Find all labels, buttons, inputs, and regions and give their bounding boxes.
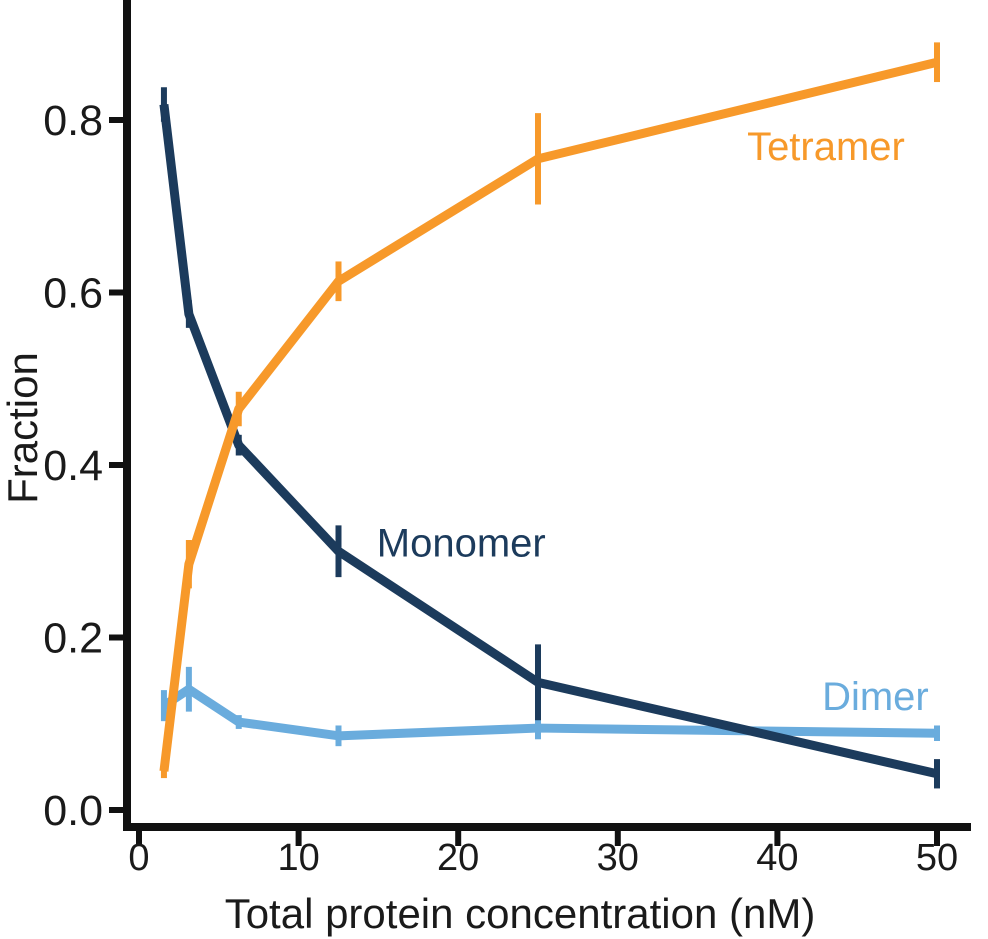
series-line-tetramer (159, 57, 939, 772)
x-tick-label: 40 (756, 837, 798, 879)
y-tick-label: 0.4 (43, 442, 103, 490)
x-tick-label: 50 (916, 837, 958, 879)
x-tick-label: 0 (128, 837, 149, 879)
y-tick-label: 0.2 (43, 615, 103, 663)
series-line-monomer (159, 103, 939, 779)
y-tick-label: 0.0 (43, 787, 103, 835)
x-tick-label: 10 (277, 837, 319, 879)
y-tick-label: 0.8 (43, 97, 103, 145)
y-axis-label: Fraction (0, 352, 46, 504)
series-label-tetramer: Tetramer (747, 125, 905, 169)
x-tick-label: 30 (597, 837, 639, 879)
x-axis-label: Total protein concentration (nM) (224, 890, 816, 937)
x-tick-label: 20 (437, 837, 479, 879)
y-tick-label: 0.6 (43, 270, 103, 318)
series-label-monomer: Monomer (377, 522, 546, 566)
series-label-dimer: Dimer (822, 675, 929, 719)
series-line-dimer (161, 684, 938, 741)
